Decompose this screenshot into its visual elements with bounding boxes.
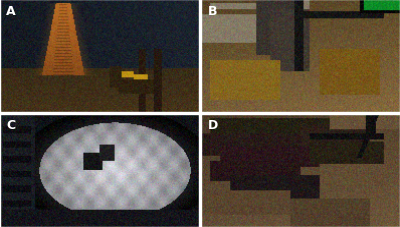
Text: B: B xyxy=(208,5,217,17)
Text: A: A xyxy=(6,5,16,17)
Text: D: D xyxy=(208,119,218,132)
Text: C: C xyxy=(6,119,15,132)
